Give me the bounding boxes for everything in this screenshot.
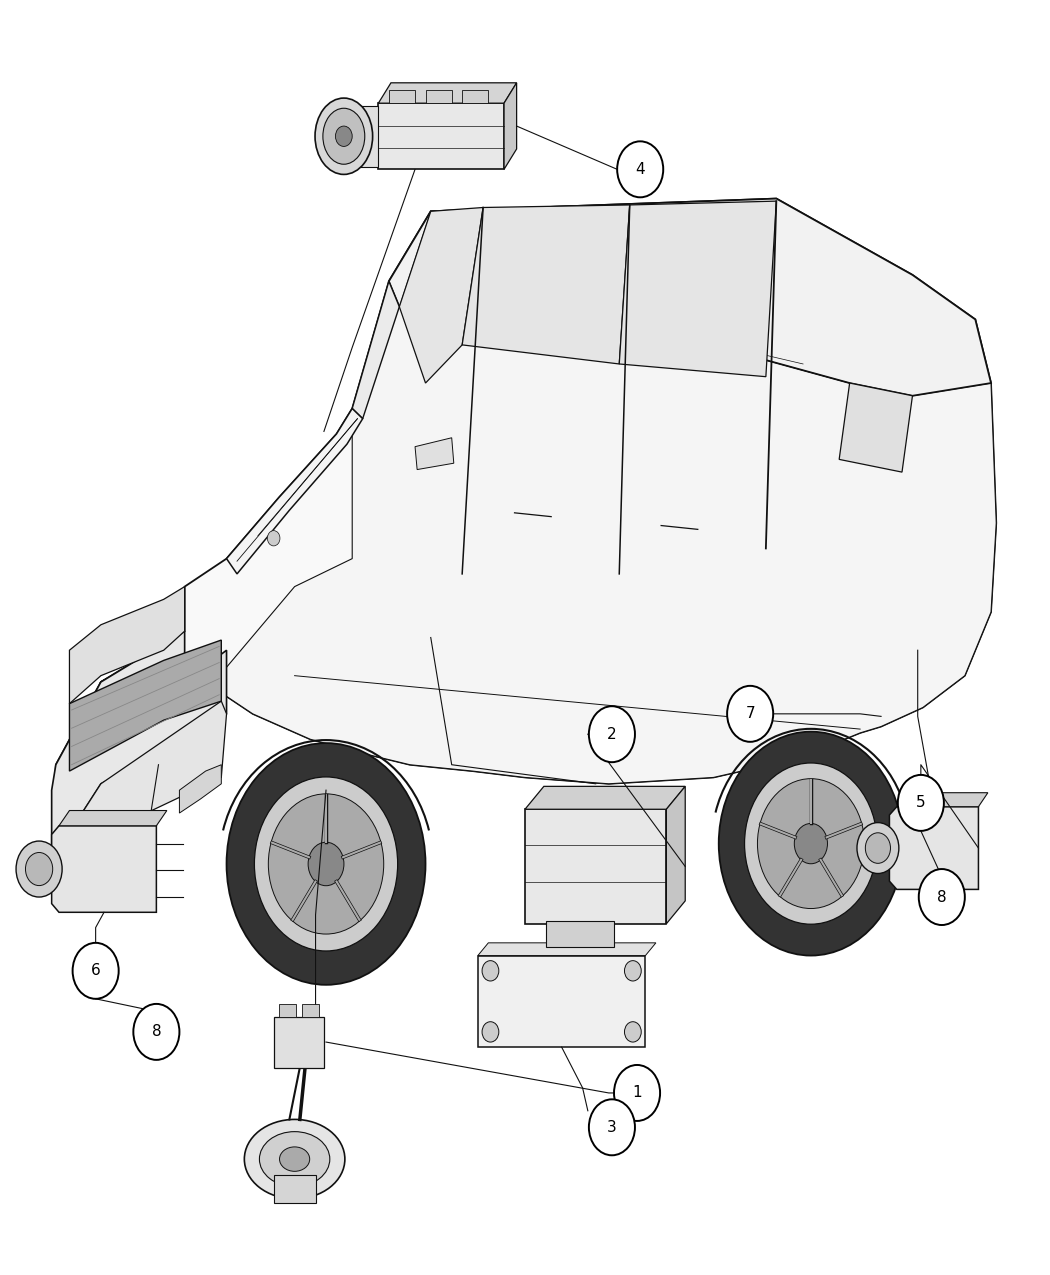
Circle shape — [898, 775, 944, 831]
Polygon shape — [352, 282, 399, 418]
Circle shape — [589, 1099, 635, 1155]
Text: 8: 8 — [937, 890, 947, 904]
Polygon shape — [211, 295, 996, 784]
Text: 5: 5 — [916, 796, 926, 811]
Polygon shape — [839, 382, 912, 472]
Text: 7: 7 — [746, 706, 755, 722]
Ellipse shape — [315, 98, 373, 175]
Circle shape — [614, 1065, 660, 1121]
FancyBboxPatch shape — [343, 106, 378, 167]
FancyBboxPatch shape — [279, 1003, 296, 1016]
Polygon shape — [51, 826, 156, 913]
Circle shape — [919, 870, 965, 926]
Circle shape — [482, 1021, 499, 1042]
Circle shape — [589, 706, 635, 762]
Polygon shape — [69, 586, 185, 704]
Circle shape — [254, 776, 398, 951]
Circle shape — [482, 960, 499, 980]
FancyBboxPatch shape — [274, 1016, 324, 1067]
Circle shape — [865, 833, 890, 863]
Text: 4: 4 — [635, 162, 645, 177]
Polygon shape — [59, 811, 167, 826]
Text: 6: 6 — [90, 964, 101, 978]
Circle shape — [269, 794, 383, 935]
Polygon shape — [415, 437, 454, 469]
Circle shape — [719, 732, 903, 955]
FancyBboxPatch shape — [478, 955, 646, 1047]
Text: 2: 2 — [607, 727, 616, 742]
FancyBboxPatch shape — [462, 91, 488, 103]
FancyBboxPatch shape — [425, 91, 451, 103]
FancyBboxPatch shape — [378, 103, 504, 170]
Polygon shape — [51, 701, 227, 864]
Circle shape — [335, 126, 352, 147]
Polygon shape — [388, 199, 991, 395]
Circle shape — [625, 960, 642, 980]
Ellipse shape — [323, 108, 364, 164]
FancyBboxPatch shape — [274, 1176, 316, 1204]
Circle shape — [308, 843, 344, 886]
Polygon shape — [478, 942, 656, 955]
Polygon shape — [889, 807, 979, 890]
FancyBboxPatch shape — [546, 922, 614, 946]
Text: 3: 3 — [607, 1119, 616, 1135]
Polygon shape — [51, 631, 227, 864]
Circle shape — [133, 1003, 180, 1060]
Ellipse shape — [245, 1119, 344, 1198]
Polygon shape — [667, 787, 686, 924]
Circle shape — [857, 822, 899, 873]
Circle shape — [25, 853, 52, 886]
Circle shape — [625, 1021, 642, 1042]
Circle shape — [794, 824, 827, 863]
Circle shape — [72, 942, 119, 998]
Circle shape — [727, 686, 773, 742]
Circle shape — [16, 842, 62, 898]
FancyBboxPatch shape — [525, 810, 667, 924]
Polygon shape — [227, 408, 362, 574]
Text: 8: 8 — [151, 1024, 162, 1039]
Ellipse shape — [259, 1132, 330, 1187]
Polygon shape — [51, 199, 996, 864]
Polygon shape — [378, 83, 517, 103]
Polygon shape — [504, 83, 517, 170]
Circle shape — [227, 743, 425, 984]
Circle shape — [744, 762, 877, 924]
Polygon shape — [180, 765, 222, 813]
Circle shape — [617, 142, 664, 198]
Polygon shape — [399, 208, 483, 382]
FancyBboxPatch shape — [302, 1003, 319, 1016]
FancyBboxPatch shape — [388, 91, 415, 103]
Polygon shape — [525, 787, 686, 810]
Circle shape — [268, 530, 280, 546]
Polygon shape — [69, 640, 222, 771]
Polygon shape — [620, 201, 776, 376]
Ellipse shape — [279, 1148, 310, 1172]
Polygon shape — [462, 205, 630, 363]
Circle shape — [757, 779, 864, 909]
Text: 1: 1 — [632, 1085, 642, 1100]
Polygon shape — [897, 793, 988, 807]
